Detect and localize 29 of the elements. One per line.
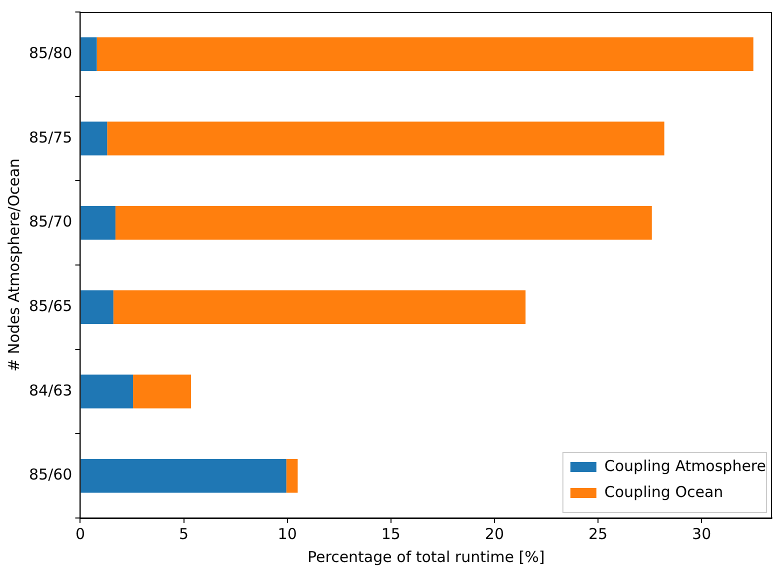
y-tick-label: 84/63 [28, 381, 72, 400]
y-tick-label: 85/80 [28, 44, 72, 62]
bar [80, 374, 134, 408]
x-tick-label: 20 [484, 524, 504, 543]
x-tick-label: 5 [179, 524, 189, 543]
legend-label: Coupling Ocean [604, 482, 724, 501]
bar [80, 206, 116, 240]
y-tick-label: 85/75 [28, 128, 72, 146]
x-tick-label: 0 [75, 524, 85, 543]
bar [107, 122, 664, 156]
y-tick-label: 85/65 [28, 297, 72, 316]
y-axis-title: # Nodes Atmosphere/Ocean [4, 158, 23, 372]
bar [80, 290, 114, 324]
bar [115, 206, 652, 240]
x-tick-label: 25 [588, 524, 608, 543]
y-tick-label: 85/60 [28, 466, 72, 484]
x-axis-title: Percentage of total runtime [%] [307, 548, 545, 566]
bar [133, 374, 192, 408]
y-tick-label: 85/70 [28, 212, 72, 231]
bar [286, 458, 298, 493]
legend-label: Coupling Atmosphere [604, 456, 766, 475]
bar [113, 290, 526, 324]
x-tick-label: 10 [278, 524, 297, 543]
bar [80, 122, 108, 156]
x-tick-label: 15 [381, 524, 400, 543]
bar [80, 37, 97, 72]
bar [80, 458, 286, 493]
bar [96, 37, 754, 72]
x-tick-label: 30 [692, 524, 712, 543]
